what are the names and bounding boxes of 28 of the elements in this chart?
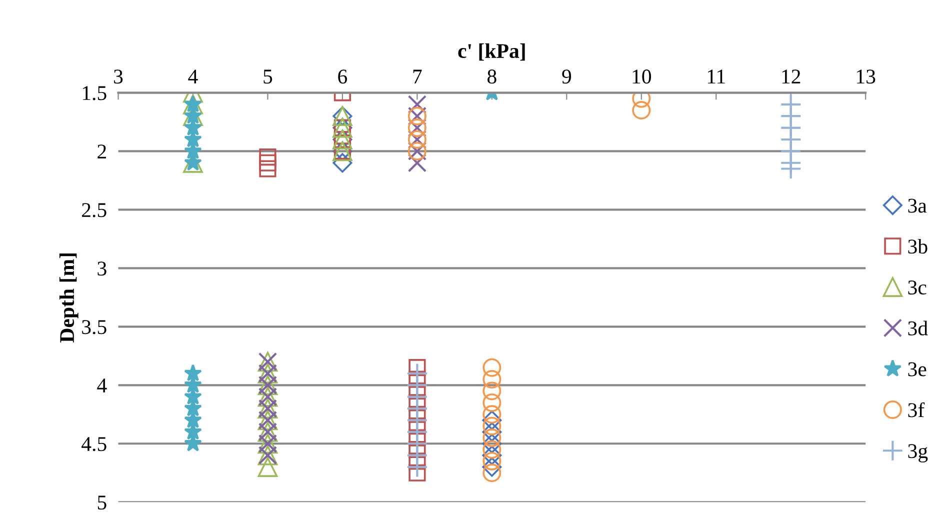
legend-label: 3c (908, 280, 926, 295)
x-tick-label: 10 (632, 70, 652, 84)
y-tick-label: 4.5 (82, 437, 106, 452)
y-tick-label: 2 (98, 144, 106, 158)
legend-label: 3g (908, 444, 928, 462)
x-tick-label: 5 (264, 70, 272, 84)
y-tick-label: 2.5 (82, 203, 106, 218)
legend-label: 3f (908, 402, 925, 418)
y-tick-label: 5 (98, 496, 106, 510)
y-tick-label: 3 (98, 262, 106, 276)
x-tick-label: 3 (114, 70, 123, 84)
y-tick-label: 4 (97, 378, 107, 392)
x-tick-label: 13 (857, 70, 876, 84)
y-tick-label: 1.5 (82, 86, 106, 100)
y-axis-title: Depth [m] (59, 254, 78, 342)
legend-label: 3a (908, 198, 927, 213)
x-tick-label: 8 (488, 70, 496, 84)
legend-label: 3d (908, 320, 928, 336)
x-tick-label: 6 (338, 70, 348, 84)
legend-label: 3b (908, 238, 928, 254)
x-tick-label: 9 (562, 70, 572, 84)
x-axis-title: c' [kPa] (458, 43, 525, 61)
x-tick-label: 11 (708, 70, 725, 84)
y-tick-label: 3.5 (82, 320, 106, 334)
x-tick-label: 4 (188, 70, 198, 84)
x-tick-label: 7 (413, 70, 422, 84)
x-tick-label: 12 (782, 70, 800, 84)
legend-label: 3e (908, 362, 926, 376)
